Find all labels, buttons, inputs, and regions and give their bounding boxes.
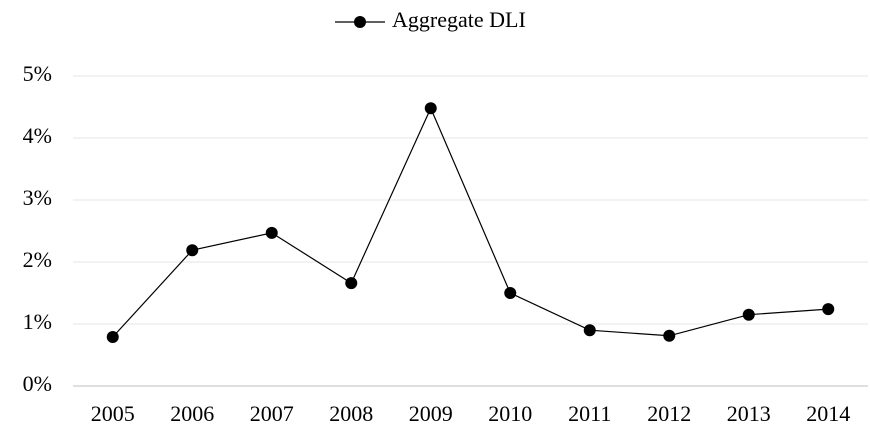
x-tick-label: 2014 — [806, 401, 850, 426]
x-tick-label: 2013 — [727, 401, 771, 426]
x-tick-label: 2010 — [488, 401, 532, 426]
data-point — [504, 287, 517, 299]
legend-label: Aggregate DLI — [392, 7, 526, 32]
legend-marker — [354, 16, 366, 28]
y-tick-label: 4% — [23, 123, 52, 148]
y-tick-label: 5% — [23, 61, 52, 86]
series-line — [112, 106, 829, 338]
data-point — [583, 324, 596, 337]
x-tick-label: 2006 — [170, 401, 214, 426]
x-tick-label: 2007 — [250, 401, 294, 426]
x-tick-label: 2009 — [409, 401, 453, 426]
data-point — [663, 329, 676, 342]
x-tick-label: 2008 — [329, 401, 373, 426]
y-tick-label: 1% — [23, 309, 52, 334]
data-point — [822, 303, 835, 316]
data-point — [345, 277, 358, 290]
x-tick-label: 2011 — [568, 401, 611, 426]
y-tick-label: 0% — [23, 371, 52, 396]
data-point — [106, 331, 119, 344]
data-point — [424, 102, 437, 115]
x-tick-label: 2012 — [647, 401, 691, 426]
x-tick-label: 2005 — [91, 401, 135, 426]
y-tick-label: 3% — [23, 185, 52, 210]
data-point — [186, 244, 199, 257]
y-tick-label: 2% — [23, 247, 52, 272]
data-point — [742, 308, 755, 321]
data-point — [265, 226, 278, 239]
